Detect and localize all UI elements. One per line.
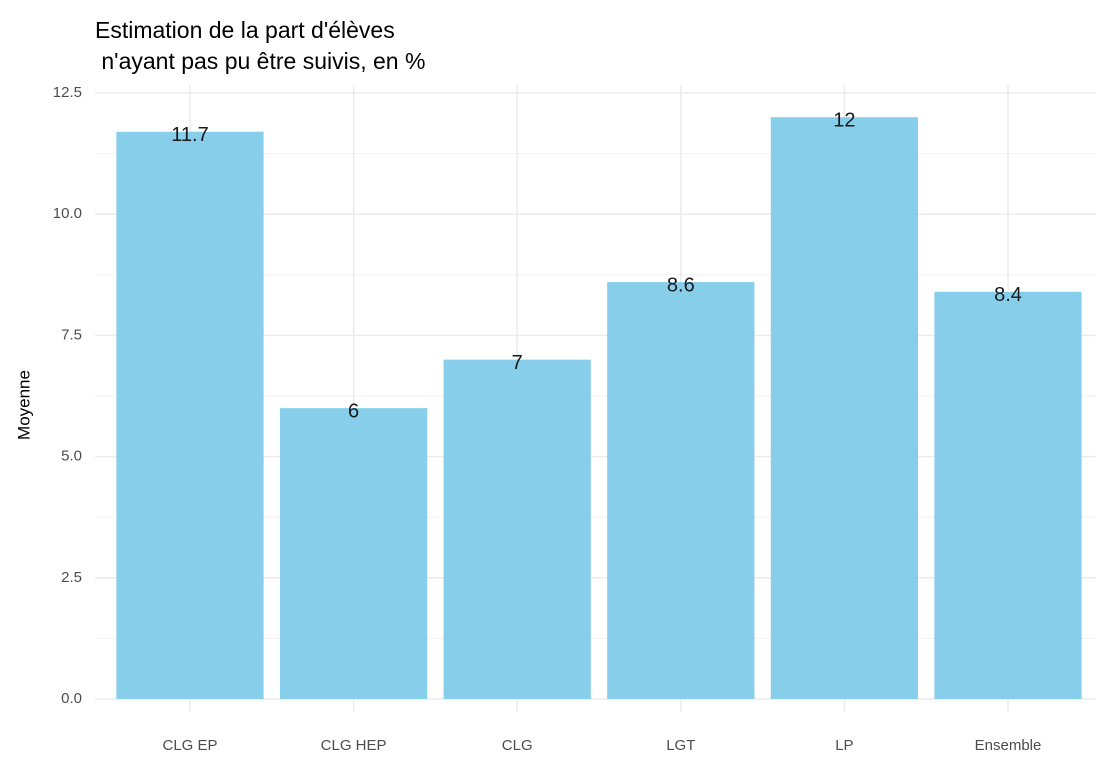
bar xyxy=(770,117,919,700)
data-label: 7 xyxy=(512,352,523,374)
y-tick-label: 2.5 xyxy=(61,569,82,586)
y-tick-label: 10.0 xyxy=(53,205,82,222)
x-tick-label: CLG xyxy=(502,737,533,754)
bar xyxy=(934,291,1082,699)
x-tick-label: Ensemble xyxy=(975,737,1042,754)
y-tick-label: 12.5 xyxy=(53,84,82,101)
x-tick-label: LP xyxy=(835,737,853,754)
data-label: 8.4 xyxy=(994,284,1022,306)
chart-title: n'ayant pas pu être suivis, en % xyxy=(95,48,425,74)
x-tick-label: CLG EP xyxy=(162,737,217,754)
bar xyxy=(443,359,591,699)
data-label: 8.6 xyxy=(667,274,695,296)
bar xyxy=(607,282,755,699)
y-tick-label: 0.0 xyxy=(61,690,82,707)
data-label: 11.7 xyxy=(171,124,208,146)
bar xyxy=(116,131,264,699)
y-tick-label: 5.0 xyxy=(61,448,82,465)
data-label: 6 xyxy=(348,400,359,422)
bar xyxy=(279,408,428,699)
y-axis-label: Moyenne xyxy=(14,370,33,440)
x-tick-label: LGT xyxy=(666,737,695,754)
chart-title: Estimation de la part d'élèves xyxy=(95,17,395,43)
data-label: 12 xyxy=(833,110,855,132)
x-tick-label: CLG HEP xyxy=(321,737,387,754)
y-tick-label: 7.5 xyxy=(61,326,82,343)
